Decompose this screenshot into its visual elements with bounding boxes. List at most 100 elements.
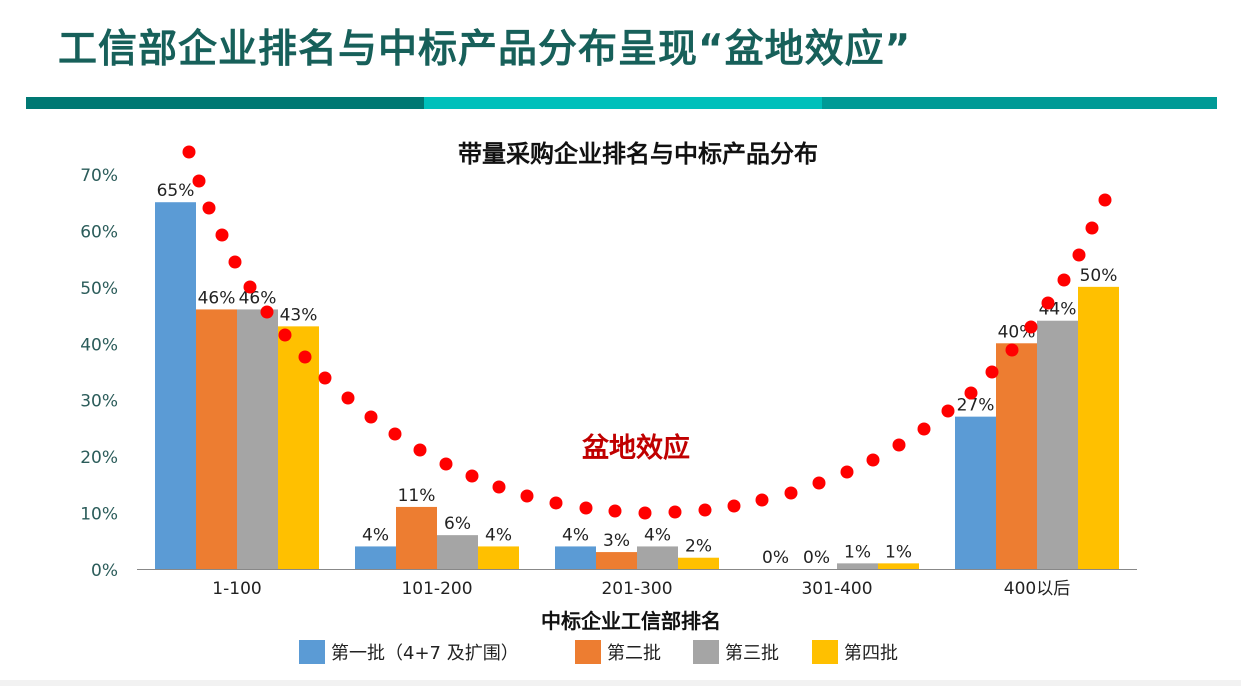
basin-curve-dot (228, 255, 242, 269)
data-label: 2% (685, 537, 712, 557)
basin-curve-dot (727, 499, 741, 513)
basin-curve-dot (1098, 193, 1112, 207)
basin-curve-dot (439, 457, 453, 471)
data-label: 6% (444, 514, 471, 534)
basin-curve-dot (1041, 296, 1055, 310)
bar (596, 552, 637, 569)
data-label: 46% (239, 288, 277, 308)
basin-curve-dot (298, 350, 312, 364)
basin-curve-dot (579, 501, 593, 515)
data-label: 3% (603, 531, 630, 551)
data-label: 27% (957, 396, 995, 416)
legend-label: 第四批 (844, 643, 898, 664)
basin-curve-dot (608, 504, 622, 518)
legend-swatch (575, 640, 601, 664)
x-tick-label: 101-200 (401, 579, 472, 599)
legend-swatch (812, 640, 838, 664)
bar (555, 546, 596, 569)
data-label: 65% (157, 181, 195, 201)
data-label: 50% (1080, 266, 1118, 286)
basin-curve-dot (755, 493, 769, 507)
basin-curve-dot (364, 410, 378, 424)
legend-swatch (299, 640, 325, 664)
basin-curve-dot (812, 476, 826, 490)
basin-curve-dot (866, 453, 880, 467)
basin-curve-dot (182, 145, 196, 159)
basin-curve-dot (784, 486, 798, 500)
data-label: 43% (280, 305, 318, 325)
data-label: 4% (485, 525, 512, 545)
y-tick-label: 50% (80, 279, 118, 299)
bar (155, 202, 196, 569)
bar (237, 309, 278, 569)
header-band-2 (424, 97, 822, 109)
basin-curve-dot (1057, 273, 1071, 287)
data-label: 1% (844, 542, 871, 562)
basin-curve-dot (388, 427, 402, 441)
x-tick-label: 201-300 (601, 579, 672, 599)
data-label: 0% (803, 548, 830, 568)
basin-curve-dot (941, 404, 955, 418)
data-label: 11% (398, 486, 436, 506)
basin-curve-dot (985, 365, 999, 379)
basin-curve-dot (892, 438, 906, 452)
basin-annotation: 盆地效应 (582, 432, 690, 464)
footer-strip (0, 680, 1241, 686)
bar (996, 343, 1037, 569)
data-label: 4% (562, 525, 589, 545)
chart-title: 带量采购企业排名与中标产品分布 (458, 140, 818, 168)
y-tick-label: 70% (80, 166, 118, 186)
basin-curve-dot (917, 422, 931, 436)
bar (355, 546, 396, 569)
basin-curve-dot (492, 480, 506, 494)
legend-label: 第一批（4+7 及扩围） (331, 643, 519, 664)
page-title: 工信部企业排名与中标产品分布呈现“盆地效应” (58, 27, 912, 72)
basin-curve-dot (638, 506, 652, 520)
basin-curve-dot (1085, 221, 1099, 235)
y-tick-label: 30% (80, 392, 118, 412)
bar (878, 563, 919, 569)
x-tick-label: 301-400 (801, 579, 872, 599)
basin-curve-dot (668, 505, 682, 519)
basin-curve-dot (192, 174, 206, 188)
basin-curve-dot (465, 469, 479, 483)
basin-curve-dot (1024, 320, 1038, 334)
header-band-1 (26, 97, 424, 109)
data-label: 46% (198, 288, 236, 308)
basin-curve-dot (520, 489, 534, 503)
basin-curve-dot (243, 280, 257, 294)
y-tick-label: 60% (80, 222, 118, 242)
basin-curve-dot (1005, 343, 1019, 357)
basin-curve-dot (260, 305, 274, 319)
bar (955, 416, 996, 569)
legend-label: 第三批 (725, 643, 779, 664)
y-tick-label: 0% (91, 561, 118, 581)
bar (1037, 320, 1078, 569)
basin-curve-dot (549, 496, 563, 510)
basin-curve-dot (840, 465, 854, 479)
bar (637, 546, 678, 569)
bar (396, 506, 437, 569)
basin-curve-dot (318, 371, 332, 385)
basin-curve-dot (278, 328, 292, 342)
x-tick-label: 400以后 (1004, 579, 1070, 599)
data-label: 0% (762, 548, 789, 568)
legend-label: 第二批 (607, 643, 661, 664)
bar (437, 535, 478, 569)
bar (837, 563, 878, 569)
x-axis-title: 中标企业工信部排名 (541, 609, 721, 633)
bar (478, 546, 519, 569)
data-label: 4% (362, 525, 389, 545)
basin-curve-dot (698, 503, 712, 517)
basin-curve-dot (341, 391, 355, 405)
bar (278, 326, 319, 569)
header-band-3 (822, 97, 1217, 109)
bar (196, 309, 237, 569)
basin-curve-dot (964, 386, 978, 400)
legend-swatch (693, 640, 719, 664)
y-tick-label: 10% (80, 505, 118, 525)
basin-curve-dot (215, 228, 229, 242)
basin-curve-dot (413, 443, 427, 457)
